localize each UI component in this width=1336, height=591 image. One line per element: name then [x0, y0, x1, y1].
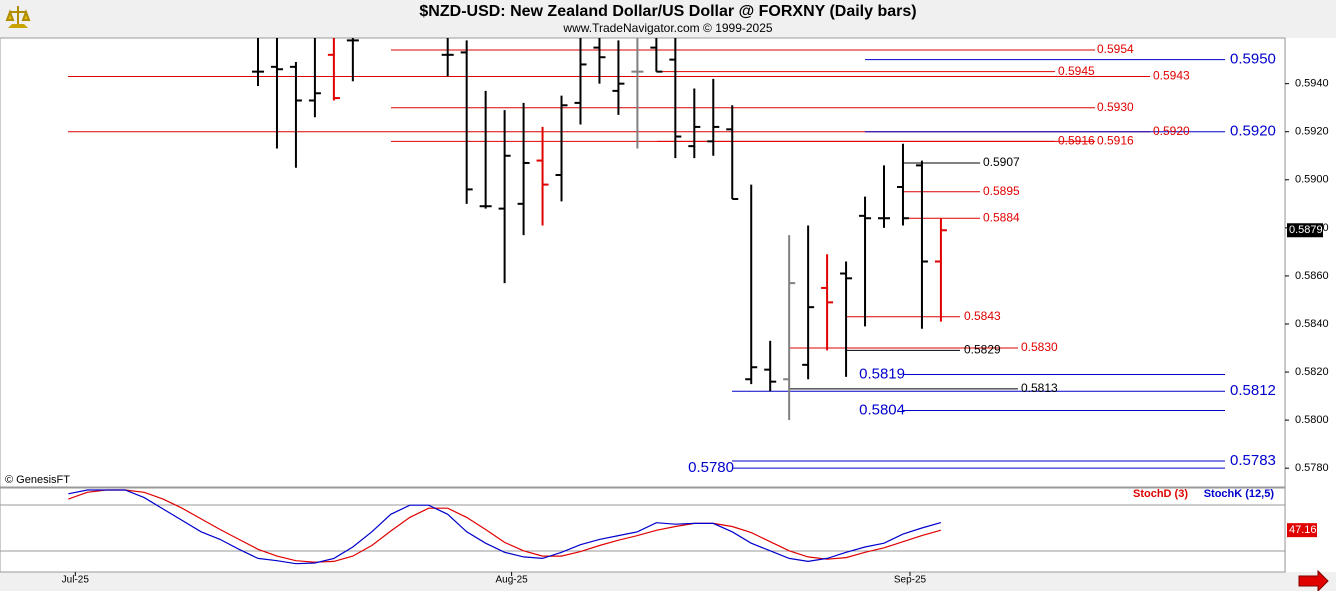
level-label: 0.5930	[1097, 100, 1134, 114]
level-label: 0.5884	[983, 210, 1020, 224]
level-label: 0.5907	[983, 155, 1020, 169]
level-label: 0.5916	[1097, 134, 1134, 148]
level-label: 0.5804	[859, 401, 905, 418]
source-note: © GenesisFT	[5, 474, 70, 486]
scroll-arrow[interactable]	[1298, 569, 1329, 591]
last-price-label: 0.5879	[1289, 224, 1323, 236]
x-tick-label: Jul-25	[62, 575, 90, 586]
legend-entry: StochD (3)	[1133, 488, 1188, 500]
y-tick-label: 0.5860	[1295, 270, 1329, 282]
level-label: 0.5916	[1058, 134, 1095, 148]
x-tick-label: Sep-25	[894, 575, 927, 586]
logo	[4, 4, 32, 32]
level-label: 0.5812	[1230, 382, 1276, 399]
level-label: 0.5819	[859, 365, 905, 382]
y-tick-label: 0.5820	[1295, 366, 1329, 378]
plot-area	[0, 37, 1286, 488]
level-label: 0.5950	[1230, 51, 1276, 68]
x-tick-label: Aug-25	[495, 575, 528, 586]
level-label: 0.5783	[1230, 452, 1276, 469]
y-tick-label: 0.5840	[1295, 318, 1329, 330]
y-tick-label: 0.5780	[1295, 462, 1329, 474]
y-tick-label: 0.5920	[1295, 126, 1329, 138]
level-label: 0.5920	[1153, 124, 1190, 138]
chart-title: $NZD-USD: New Zealand Dollar/US Dollar @…	[419, 3, 916, 20]
y-tick-label: 0.5940	[1295, 78, 1329, 90]
level-label: 0.5829	[964, 343, 1001, 357]
level-label: 0.5830	[1021, 340, 1058, 354]
level-label: 0.5895	[983, 184, 1020, 198]
level-label: 0.5954	[1097, 42, 1134, 56]
right-axis-area	[1286, 38, 1336, 572]
overlay: 0.57800.58000.58200.58400.58600.58800.59…	[62, 42, 1329, 585]
level-label: 0.5945	[1058, 64, 1095, 78]
level-label: 0.5813	[1021, 381, 1058, 395]
level-label: 0.5920	[1230, 123, 1276, 140]
y-tick-label: 0.5800	[1295, 414, 1329, 426]
stoch-plot	[68, 489, 942, 565]
stoch-line	[68, 489, 942, 565]
legend-entry: StochK (12,5)	[1204, 488, 1275, 500]
level-label: 0.5780	[688, 459, 734, 476]
last-price-box	[1287, 223, 1323, 238]
y-tick-label: 0.5900	[1295, 174, 1329, 186]
value-label-box	[1287, 523, 1317, 538]
stoch-line	[68, 489, 942, 563]
value-label: 47.16	[1289, 524, 1317, 536]
price-plot	[68, 38, 1225, 469]
chart-subtitle: www.TradeNavigator.com © 1999-2025	[562, 21, 772, 35]
level-label: 0.5843	[964, 309, 1001, 323]
level-label: 0.5943	[1153, 69, 1190, 83]
